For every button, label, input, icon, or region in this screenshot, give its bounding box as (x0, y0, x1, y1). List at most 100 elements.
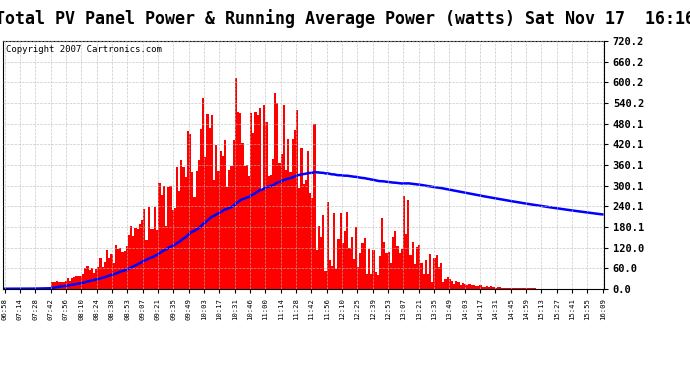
Bar (440, 262, 442, 289)
Bar (429, 254, 431, 289)
Bar (248, 176, 250, 289)
Bar (106, 250, 108, 289)
Bar (62, 282, 65, 289)
Bar (283, 105, 285, 289)
Bar (276, 103, 279, 289)
Bar (226, 187, 228, 289)
Bar (266, 122, 268, 289)
Bar (270, 176, 272, 289)
Bar (47, 288, 49, 289)
Bar (257, 116, 259, 289)
Bar (495, 288, 497, 289)
Bar (313, 124, 315, 289)
Bar (126, 246, 128, 289)
Bar (315, 250, 318, 289)
Bar (156, 230, 159, 289)
Bar (359, 254, 362, 289)
Bar (263, 105, 266, 289)
Bar (503, 288, 506, 289)
Bar (289, 172, 292, 289)
Bar (285, 170, 287, 289)
Bar (124, 251, 126, 289)
Bar (477, 286, 480, 289)
Bar (508, 288, 510, 289)
Bar (259, 108, 261, 289)
Bar (54, 282, 56, 289)
Bar (150, 229, 152, 289)
Bar (88, 270, 91, 289)
Bar (239, 113, 241, 289)
Bar (215, 145, 217, 289)
Bar (519, 288, 521, 289)
Bar (379, 256, 381, 289)
Bar (112, 263, 115, 289)
Bar (383, 242, 386, 289)
Bar (344, 231, 346, 289)
Bar (292, 140, 294, 289)
Bar (272, 159, 274, 289)
Bar (525, 288, 527, 289)
Bar (499, 288, 501, 289)
Bar (185, 177, 187, 289)
Bar (464, 284, 466, 289)
Bar (497, 287, 499, 289)
Bar (279, 163, 281, 289)
Bar (41, 288, 43, 289)
Bar (95, 270, 97, 289)
Bar (65, 281, 67, 289)
Bar (438, 267, 440, 289)
Bar (104, 261, 106, 289)
Bar (176, 166, 178, 289)
Bar (331, 266, 333, 289)
Bar (381, 219, 383, 289)
Bar (211, 115, 213, 289)
Bar (233, 140, 235, 289)
Bar (152, 229, 154, 289)
Bar (49, 287, 52, 289)
Bar (305, 180, 307, 289)
Bar (200, 129, 202, 289)
Bar (466, 285, 469, 289)
Bar (191, 172, 193, 289)
Bar (403, 196, 405, 289)
Bar (311, 198, 313, 289)
Bar (362, 243, 364, 289)
Bar (484, 286, 486, 289)
Bar (435, 255, 438, 289)
Bar (91, 268, 93, 289)
Bar (255, 112, 257, 289)
Bar (392, 237, 394, 289)
Bar (198, 160, 200, 289)
Bar (174, 208, 176, 289)
Bar (121, 252, 124, 289)
Bar (339, 213, 342, 289)
Bar (377, 275, 379, 289)
Bar (351, 237, 353, 289)
Bar (416, 248, 418, 289)
Bar (169, 186, 172, 289)
Bar (460, 285, 462, 289)
Bar (110, 254, 112, 289)
Bar (45, 288, 47, 289)
Bar (514, 288, 516, 289)
Bar (250, 114, 253, 289)
Bar (161, 195, 163, 289)
Bar (451, 281, 453, 289)
Bar (143, 210, 146, 289)
Bar (373, 250, 375, 289)
Bar (163, 186, 165, 289)
Bar (516, 288, 519, 289)
Bar (490, 286, 493, 289)
Bar (412, 242, 414, 289)
Bar (482, 287, 484, 289)
Bar (425, 260, 427, 289)
Bar (167, 187, 169, 289)
Bar (36, 288, 39, 289)
Bar (431, 282, 433, 289)
Bar (93, 273, 95, 289)
Bar (322, 214, 324, 289)
Bar (394, 231, 396, 289)
Bar (300, 148, 302, 289)
Bar (521, 288, 523, 289)
Bar (58, 282, 60, 289)
